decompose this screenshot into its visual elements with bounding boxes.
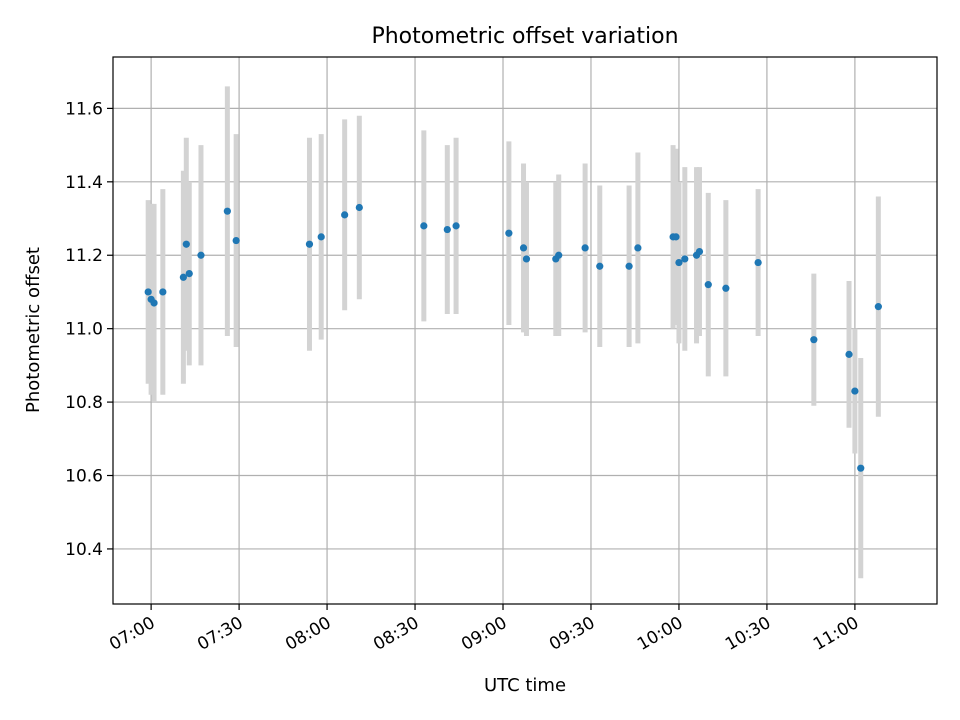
data-point xyxy=(150,299,158,307)
data-point xyxy=(851,387,859,395)
point-layer xyxy=(144,203,882,472)
data-point xyxy=(754,258,762,267)
data-point xyxy=(420,222,428,230)
data-point xyxy=(197,251,205,259)
data-point xyxy=(634,244,642,252)
y-tick-label: 10.4 xyxy=(65,540,103,560)
data-point xyxy=(341,211,349,219)
data-point xyxy=(810,336,818,344)
data-point xyxy=(874,303,882,311)
data-point xyxy=(681,255,689,263)
data-point xyxy=(159,288,167,296)
data-point xyxy=(625,262,633,270)
y-tick-label: 11.2 xyxy=(65,246,103,266)
data-point xyxy=(845,350,853,358)
data-point xyxy=(182,240,190,248)
x-tick-label: 07:30 xyxy=(194,613,246,655)
data-point xyxy=(317,233,325,241)
data-point xyxy=(305,240,314,248)
x-tick-label: 10:30 xyxy=(722,613,774,655)
errorbar-layer xyxy=(145,86,881,579)
data-point xyxy=(704,281,712,289)
data-point xyxy=(581,244,589,252)
x-tick-label: 07:00 xyxy=(106,613,158,655)
data-point xyxy=(185,269,193,278)
data-point xyxy=(722,284,730,292)
x-tick-label: 08:30 xyxy=(370,613,422,655)
data-point xyxy=(452,222,460,230)
x-tick-label: 11:00 xyxy=(810,613,862,655)
data-point xyxy=(555,251,563,259)
data-point xyxy=(522,255,531,263)
data-point xyxy=(857,464,865,472)
data-point xyxy=(695,247,704,256)
x-tick-label: 09:00 xyxy=(458,613,510,655)
data-point xyxy=(596,262,604,270)
data-point xyxy=(144,288,152,296)
x-tick-label: 08:00 xyxy=(282,613,334,655)
data-point xyxy=(355,203,363,212)
y-tick-label: 11.6 xyxy=(65,99,103,119)
data-point xyxy=(505,229,513,237)
y-tick-label: 10.8 xyxy=(65,393,103,413)
chart-title: Photometric offset variation xyxy=(371,24,678,49)
data-point xyxy=(179,273,187,281)
data-point xyxy=(223,207,231,215)
plot-frame xyxy=(112,56,938,605)
data-point xyxy=(675,258,683,267)
y-axis-label: Photometric offset xyxy=(23,247,44,413)
data-point xyxy=(443,225,451,234)
data-point xyxy=(519,244,528,252)
y-tick-label: 11.0 xyxy=(65,320,103,340)
x-axis-label: UTC time xyxy=(484,675,566,696)
y-tick-label: 11.4 xyxy=(65,173,103,193)
y-tick-label: 10.6 xyxy=(65,467,103,487)
data-point xyxy=(672,233,680,241)
x-tick-label: 10:00 xyxy=(634,613,686,655)
data-point xyxy=(232,236,240,245)
x-tick-label: 09:30 xyxy=(546,613,598,655)
